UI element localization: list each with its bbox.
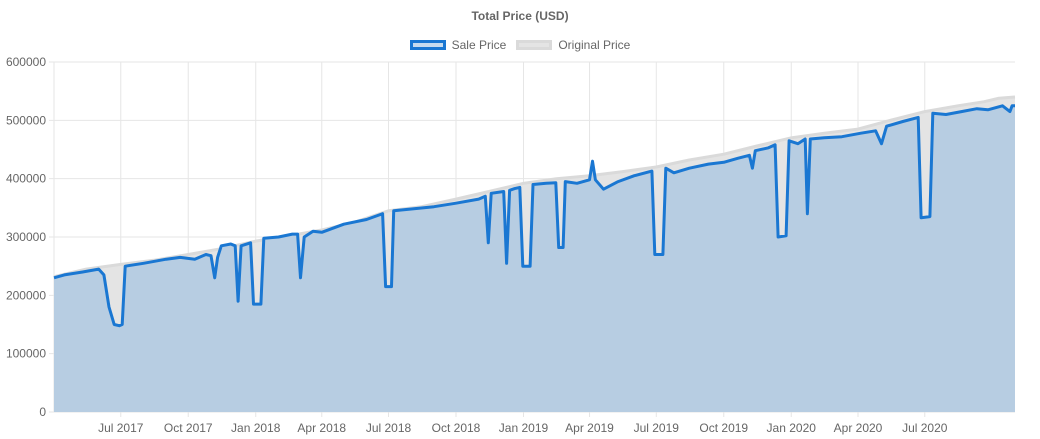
x-tick-label: Oct 2018 bbox=[432, 421, 481, 435]
x-tick-label: Jul 2020 bbox=[902, 421, 948, 435]
axes: 0 100000 200000 300000 400000 500000 600000 Jul… bbox=[6, 55, 948, 435]
y-tick-label: 500000 bbox=[6, 113, 46, 127]
chart-title: Total Price (USD) bbox=[471, 9, 569, 23]
y-tick-label: 200000 bbox=[6, 288, 46, 302]
y-tick-label: 0 bbox=[39, 405, 46, 419]
x-tick-label: Jan 2018 bbox=[231, 421, 281, 435]
legend-swatch-sale-price bbox=[409, 40, 446, 50]
x-tick-label: Jul 2019 bbox=[634, 421, 680, 435]
x-tick-label: Oct 2017 bbox=[164, 421, 213, 435]
x-tick-label: Jan 2020 bbox=[767, 421, 817, 435]
x-tick-label: Apr 2018 bbox=[297, 421, 346, 435]
legend: Sale Price Original Price bbox=[0, 38, 1040, 52]
sale-price-line bbox=[53, 104, 1015, 328]
legend-item-original-price[interactable]: Original Price bbox=[516, 38, 630, 52]
y-tick-label: 600000 bbox=[6, 55, 46, 69]
y-tick-label: 100000 bbox=[6, 347, 46, 361]
legend-swatch-original-price bbox=[516, 40, 553, 50]
x-tick-label: Apr 2020 bbox=[834, 421, 883, 435]
series-layer bbox=[53, 95, 1016, 413]
sale-price-area bbox=[54, 105, 1015, 413]
y-tick-label: 300000 bbox=[6, 230, 46, 244]
legend-label-sale-price: Sale Price bbox=[451, 38, 507, 52]
x-tick-label: Jul 2018 bbox=[366, 421, 412, 435]
legend-item-sale-price[interactable]: Sale Price bbox=[409, 38, 507, 52]
x-tick-label: Apr 2019 bbox=[565, 421, 614, 435]
x-tick-label: Jan 2019 bbox=[499, 421, 549, 435]
x-tick-label: Jul 2017 bbox=[98, 421, 144, 435]
legend-label-original-price: Original Price bbox=[558, 38, 631, 52]
y-tick-label: 400000 bbox=[6, 172, 46, 186]
x-tick-label: Oct 2019 bbox=[699, 421, 748, 435]
